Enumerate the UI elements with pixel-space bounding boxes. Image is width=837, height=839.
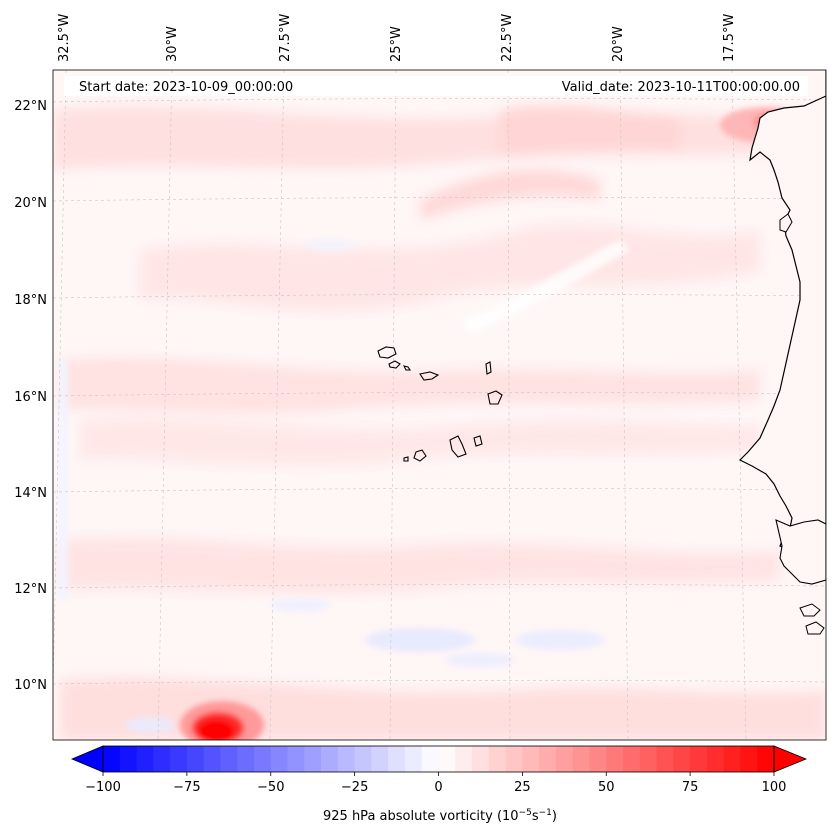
- colorbar-cells: [103, 746, 775, 772]
- colorbar-cell: [404, 746, 423, 772]
- colorbar-cell: [388, 746, 406, 772]
- lat-label: 10°N: [14, 678, 47, 693]
- map-frame: [52, 69, 827, 741]
- lat-label: 20°N: [14, 196, 47, 211]
- gridlines: [53, 70, 826, 740]
- colorbar-label: 925 hPa absolute vorticity (10−5s−1): [323, 808, 557, 824]
- cape-verde-islands: [377, 346, 503, 462]
- lat-label: 18°N: [14, 293, 47, 308]
- colorbar-cell: [606, 746, 624, 772]
- colorbar-cell: [136, 746, 154, 772]
- colorbar-cell: [522, 746, 540, 772]
- colorbar-cell: [119, 746, 138, 772]
- colorbar-cell: [103, 746, 121, 772]
- colorbar-extend-max: [773, 745, 808, 773]
- colorbar-cell: [740, 746, 758, 772]
- lon-label: 30°W: [165, 26, 180, 62]
- colorbar-cell: [253, 746, 272, 772]
- colorbar-ticks: −100 −75 −50 −25 0 25 50 75 100: [85, 772, 786, 795]
- coastline-senegal-guinea: [775, 519, 826, 585]
- lon-label: 22.5°W: [500, 14, 515, 62]
- bijagos-islands: [799, 603, 821, 617]
- valid-date-label: Valid_date: 2023-10-11T00:00:00.00: [562, 80, 800, 95]
- colorbar-cell: [673, 746, 691, 772]
- colorbar-extend-min: [70, 745, 104, 773]
- colorbar-cell: [153, 746, 171, 772]
- colorbar-cell: [186, 746, 205, 772]
- colorbar-cell: [455, 746, 473, 772]
- colorbar-tick-label: −50: [257, 780, 284, 795]
- colorbar-cell: [203, 746, 222, 772]
- lat-label: 12°N: [14, 582, 47, 597]
- start-date-label: Start date: 2023-10-09_00:00:00: [79, 80, 293, 95]
- colorbar-cell: [438, 746, 456, 772]
- lon-label: 32.5°W: [57, 14, 72, 62]
- colorbar: −100 −75 −50 −25 0 25 50 75 100 925 hPa absolute…: [70, 745, 808, 824]
- colorbar-cell: [421, 746, 440, 772]
- colorbar-cell: [690, 746, 708, 772]
- lat-label: 14°N: [14, 486, 47, 501]
- date-banner: [64, 76, 808, 96]
- colorbar-cell: [371, 746, 389, 772]
- colorbar-cell: [237, 746, 255, 772]
- colorbar-tick-label: 75: [682, 780, 699, 795]
- colorbar-tick-label: 100: [762, 780, 787, 795]
- colorbar-cell: [723, 746, 742, 772]
- colorbar-cell: [488, 746, 507, 772]
- colorbar-cell: [472, 746, 490, 772]
- guinea-coast-islands: [805, 621, 825, 635]
- colorbar-tick-label: −25: [341, 780, 368, 795]
- colorbar-cell: [555, 746, 574, 772]
- colorbar-cell: [639, 746, 658, 772]
- colorbar-cell: [589, 746, 607, 772]
- vorticity-field: [53, 70, 826, 740]
- colorbar-cell: [170, 746, 188, 772]
- colorbar-cell: [505, 746, 523, 772]
- colorbar-tick-label: −100: [85, 780, 121, 795]
- lon-label: 25°W: [389, 26, 404, 62]
- colorbar-tick-label: 50: [598, 780, 615, 795]
- colorbar-cell: [287, 746, 305, 772]
- colorbar-cell: [321, 746, 339, 772]
- colorbar-cell: [539, 746, 557, 772]
- colorbar-cell: [706, 746, 725, 772]
- latitude-labels: 22°N 20°N 18°N 16°N 14°N 12°N 10°N: [14, 99, 47, 693]
- lat-label: 22°N: [14, 99, 47, 114]
- colorbar-tick-label: 0: [434, 780, 442, 795]
- lon-label: 17.5°W: [722, 14, 737, 62]
- colorbar-cell: [623, 746, 641, 772]
- colorbar-cell: [304, 746, 322, 772]
- coastal-island: [779, 213, 793, 233]
- colorbar-cell: [656, 746, 674, 772]
- colorbar-cell: [270, 746, 289, 772]
- map-panel: Start date: 2023-10-09_00:00:00 Valid_da…: [14, 14, 827, 741]
- colorbar-cell: [757, 746, 775, 772]
- lon-label: 20°W: [611, 26, 626, 62]
- longitude-labels: 32.5°W 30°W 27.5°W 25°W 22.5°W 20°W 17.5…: [57, 14, 737, 62]
- colorbar-cell: [337, 746, 356, 772]
- lat-label: 16°N: [14, 390, 47, 405]
- colorbar-cell: [572, 746, 591, 772]
- colorbar-cell: [354, 746, 373, 772]
- colorbar-cell: [220, 746, 238, 772]
- lon-label: 27.5°W: [278, 14, 293, 62]
- colorbar-tick-label: 25: [514, 780, 531, 795]
- colorbar-tick-label: −75: [173, 780, 200, 795]
